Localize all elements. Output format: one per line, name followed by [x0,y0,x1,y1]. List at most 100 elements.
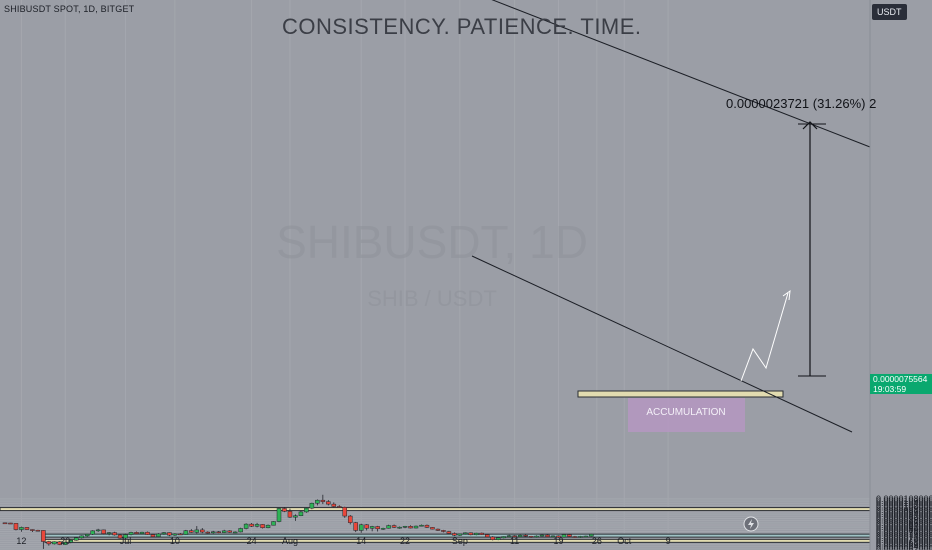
candle-body [221,530,227,533]
upper-trendline [491,0,871,148]
candle [84,533,90,537]
candle [495,537,501,541]
candle [397,526,402,529]
candle-body [424,524,430,528]
price-tick-label: 0.0000102000 [876,500,932,510]
candle-body [178,533,183,536]
candle [249,523,254,527]
candle [287,508,293,518]
candle [490,536,495,541]
candle-body [63,542,68,545]
candle-body [205,531,211,534]
candle [238,527,243,533]
price-tick-label: 0.0000094000 [876,509,932,519]
candle-body [375,526,380,530]
candle-body [106,532,112,534]
time-tick-label: 20 [60,536,70,546]
candle-body [364,524,369,529]
candle-body [331,503,337,507]
candle-body [534,535,539,538]
price-tick-label: 0.0000068000 [876,537,932,547]
candle-body [90,530,95,535]
candle-body [13,523,19,530]
candle-body [156,533,161,537]
candle [583,535,589,538]
candle [46,540,52,546]
candle [501,536,506,539]
candle [337,505,342,508]
price-tick-label: 0.0000096000 [876,507,932,517]
candle-body [545,534,550,537]
candle [13,523,19,531]
candle-body [408,526,413,529]
candle [572,535,578,538]
time-tick-label: 24 [247,536,257,546]
candle [534,535,539,538]
candle-body [337,506,342,508]
price-tick-label: 0.0000086000 [876,518,932,528]
candle-body [391,525,397,528]
candle-body [386,525,391,529]
candle [243,523,249,530]
candle [550,535,556,538]
candle [200,528,205,534]
candle-body [556,535,561,538]
candle-body [117,534,123,539]
candle [172,533,178,536]
candle-body [30,529,35,531]
candle [260,524,265,529]
candle [298,510,304,517]
candle [578,535,583,538]
candle [227,530,232,533]
candle-body [139,531,145,534]
candles [2,494,594,549]
chart-headline: CONSISTENCY. PATIENCE. TIME. [282,14,642,39]
watermark-subtitle: SHIB / USDT [367,286,497,311]
currency-button[interactable]: USDT [872,4,907,20]
candle-body [194,529,200,533]
watermark-ticker: SHIBUSDT, 1D [276,216,588,268]
candle [194,526,200,534]
candle-body [145,531,150,535]
plot-area[interactable] [0,0,870,550]
candle-body [52,541,57,545]
candle [145,531,150,535]
replay-icon[interactable] [743,516,759,532]
candle [402,525,408,529]
candle-body [490,536,495,540]
candle-body [304,507,309,513]
candle [106,532,112,536]
candle-body [479,532,485,535]
candle [2,522,8,525]
candle-body [413,525,419,529]
candle-body [528,536,534,538]
candle-body [227,530,232,533]
candle [523,534,528,538]
candle [205,531,211,534]
symbol-info[interactable]: SHIBUSDT SPOT, 1D, BITGET [4,4,135,14]
candle [150,533,156,538]
price-tick-label: 0.0000072000 [876,533,932,543]
price-tick-label: 0.0000090000 [876,513,932,523]
candle [63,541,68,545]
price-axis-panel[interactable] [870,0,932,550]
last-price: 0.0000075564 [873,374,928,384]
candle-body [150,534,156,537]
candle-body [134,532,139,534]
candle-body [8,522,13,525]
candle-body [293,515,298,518]
time-tick-label: Aug [282,536,298,546]
candle-body [35,529,41,532]
price-tick-label: 0.0000074000 [876,531,932,541]
candle [424,524,430,529]
time-tick-label: 14 [356,536,366,546]
candle [386,524,391,529]
candle [452,532,457,537]
candle [347,514,353,525]
candle-body [506,535,512,537]
price-tick-label: 0.0000082000 [876,522,932,532]
candle [484,534,490,538]
candle-body [298,511,304,516]
trendlines [471,0,871,433]
